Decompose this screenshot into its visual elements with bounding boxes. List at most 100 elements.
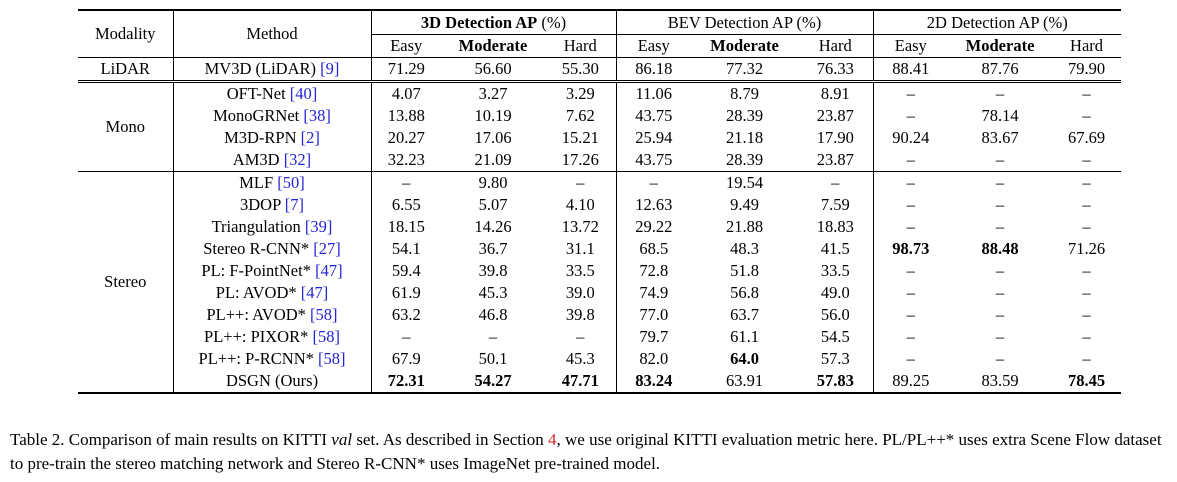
- citation-link[interactable]: [9]: [320, 59, 340, 78]
- value-cell: 78.45: [1067, 371, 1106, 390]
- value-cell: 23.87: [816, 106, 854, 125]
- header-method: Method: [172, 9, 371, 58]
- method-name: PL: F-PointNet*: [201, 261, 316, 280]
- modality-cell: LiDAR: [78, 57, 173, 82]
- method-cell: PL++: PIXOR* [58]: [172, 326, 371, 348]
- value-cell: –: [995, 217, 1005, 236]
- value-cell: 21.09: [474, 150, 512, 169]
- value-cell: 33.5: [820, 261, 850, 280]
- value-cell: 28.39: [725, 150, 764, 169]
- header-group-bev-unit: (%): [796, 12, 822, 32]
- value-cell: 78.14: [981, 106, 1019, 125]
- value-cell: –: [1052, 171, 1122, 194]
- table-row: PL: F-PointNet* [47] 59.4 39.8 33.5 72.8 51.8…: [78, 260, 1121, 282]
- value-cell: 3.29: [545, 80, 616, 105]
- header-bev-easy: Easy: [615, 34, 691, 58]
- header-group-3d: 3D Detection AP (%): [370, 9, 616, 35]
- value-cell: 4.07: [370, 80, 441, 105]
- value-cell: –: [545, 171, 616, 194]
- header-2d-easy: Easy: [872, 34, 949, 58]
- citation-link[interactable]: [40]: [289, 84, 318, 103]
- value-cell: 98.73: [872, 238, 949, 260]
- table-row: Stereo R-CNN* [27] 54.1 36.7 31.1 68.5 48.3 41…: [78, 238, 1121, 260]
- value-cell: –: [1082, 327, 1091, 346]
- value-cell: 5.07: [478, 195, 508, 214]
- value-cell: 77.32: [691, 57, 798, 82]
- value-cell: –: [1082, 106, 1091, 125]
- value-cell: 9.80: [441, 171, 545, 194]
- value-cell: 23.87: [816, 150, 854, 169]
- value-cell: 76.33: [798, 57, 874, 82]
- citation-link[interactable]: [39]: [304, 217, 333, 236]
- header-row-difficulty: Easy Moderate Hard Easy Moderate Hard Ea…: [78, 34, 1122, 58]
- value-cell: 51.8: [730, 261, 759, 280]
- value-cell: 43.75: [615, 149, 691, 172]
- value-cell: 57.83: [816, 371, 854, 390]
- value-cell: 31.1: [565, 239, 595, 258]
- value-cell: 90.24: [872, 127, 949, 149]
- value-cell: 68.5: [615, 238, 691, 260]
- results-table: Modality Method 3D Detection AP (%) BEV …: [78, 9, 1122, 394]
- table-row: PL++: PIXOR* [58] – – –79.7 61.1 54.5– – –: [78, 326, 1121, 348]
- table-row: MonoGRNet [38] 13.88 10.19 7.62 43.75 28.39 23…: [78, 105, 1121, 127]
- value-cell: –: [995, 195, 1005, 214]
- citation-link[interactable]: [38]: [303, 106, 331, 125]
- value-cell: 45.3: [565, 349, 595, 368]
- value-cell: –: [1082, 261, 1091, 280]
- value-cell: –: [872, 194, 949, 216]
- method-cell: 3DOP [7]: [172, 194, 371, 216]
- header-3d-hard: Hard: [545, 34, 616, 58]
- method-cell: Stereo R-CNN* [27]: [172, 238, 371, 260]
- value-cell: –: [1082, 349, 1091, 368]
- value-cell: 11.06: [615, 80, 691, 105]
- value-cell: –: [1082, 217, 1091, 236]
- citation-link[interactable]: [47]: [315, 261, 343, 280]
- value-cell: –: [872, 80, 949, 105]
- results-table-body: LiDAR MV3D (LiDAR) [9] 71.29 56.60 55.30 86.1…: [78, 57, 1122, 393]
- header-row-groups: Modality Method 3D Detection AP (%) BEV …: [78, 9, 1122, 58]
- caption-val: val: [331, 430, 353, 449]
- caption-mid: set. As described in Section: [352, 430, 549, 449]
- value-cell: –: [872, 105, 949, 127]
- citation-link[interactable]: [58]: [317, 349, 346, 368]
- value-cell: –: [872, 282, 949, 304]
- value-cell: 63.91: [725, 371, 764, 390]
- value-cell: 46.8: [478, 305, 508, 324]
- method-cell: PL: F-PointNet* [47]: [172, 260, 371, 282]
- value-cell: 17.26: [561, 150, 599, 169]
- header-modality: Modality: [78, 9, 173, 58]
- value-cell: –: [872, 304, 949, 326]
- citation-link[interactable]: [7]: [284, 195, 305, 214]
- value-cell: 13.72: [561, 217, 599, 236]
- value-cell: 79.90: [1052, 57, 1122, 82]
- value-cell: –: [1052, 80, 1122, 105]
- value-cell: 88.41: [872, 57, 949, 82]
- table-row: AM3D [32] 32.23 21.09 17.26 43.75 28.39 23.87–…: [78, 149, 1121, 172]
- value-cell: 71.29: [370, 57, 441, 82]
- citation-link[interactable]: [58]: [312, 327, 340, 346]
- citation-link[interactable]: [47]: [300, 283, 329, 302]
- value-cell: –: [798, 171, 874, 194]
- value-cell: 6.55: [370, 194, 441, 216]
- method-cell: MLF [50]: [172, 171, 371, 194]
- value-cell: 7.59: [820, 195, 850, 214]
- citation-link[interactable]: [50]: [277, 173, 305, 192]
- method-name: DSGN (Ours): [225, 371, 319, 390]
- value-cell: 41.5: [820, 239, 850, 258]
- header-group-bev: BEV Detection AP (%): [615, 9, 874, 35]
- citation-link[interactable]: [32]: [283, 150, 312, 169]
- value-cell: 36.7: [478, 239, 508, 258]
- method-name: M3D-RPN: [224, 128, 301, 147]
- value-cell: 61.9: [370, 282, 441, 304]
- value-cell: 86.18: [615, 57, 691, 82]
- value-cell: 47.71: [561, 371, 599, 390]
- value-cell: 56.8: [730, 283, 759, 302]
- citation-link[interactable]: [58]: [310, 305, 338, 324]
- method-cell: M3D-RPN [2]: [172, 127, 371, 149]
- value-cell: 20.27: [370, 127, 441, 149]
- citation-link[interactable]: [2]: [300, 128, 320, 147]
- value-cell: 12.63: [615, 194, 691, 216]
- caption-section-link[interactable]: 4: [548, 430, 557, 449]
- value-cell: –: [1082, 283, 1091, 302]
- citation-link[interactable]: [27]: [313, 239, 341, 258]
